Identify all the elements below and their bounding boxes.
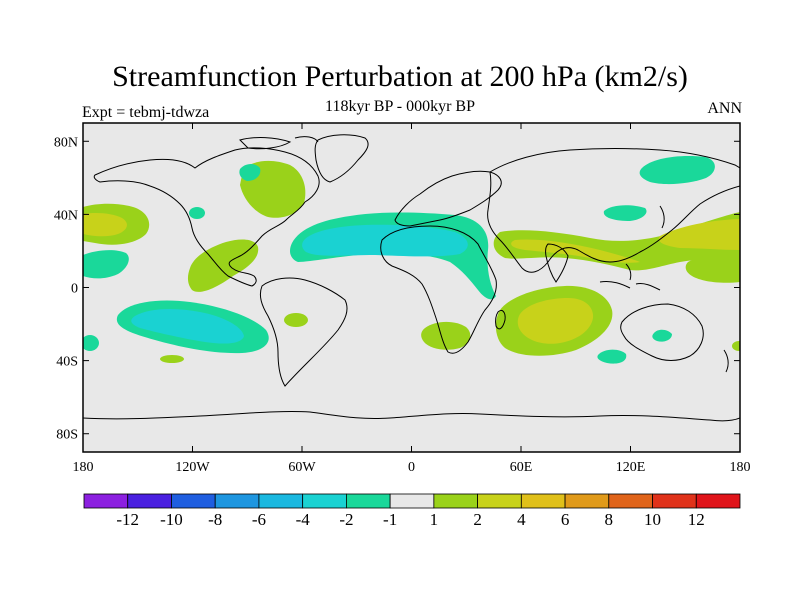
period-label: ANN	[707, 100, 742, 117]
contour-siberia-negative	[639, 156, 715, 185]
coast-europe	[394, 170, 502, 227]
colorbar-label: -10	[160, 510, 183, 529]
coast-se-asia-islands	[599, 263, 661, 291]
colorbar-label: -12	[116, 510, 139, 529]
colorbar-swatch	[83, 493, 129, 509]
contour-asia-positive-core	[511, 239, 640, 263]
map-title: Streamfunction Perturbation at 200 hPa (…	[112, 60, 688, 93]
x-tick-label: 120W	[175, 460, 210, 475]
colorbar-label: -4	[296, 510, 311, 529]
colorbar-swatch	[258, 493, 304, 509]
colorbar-swatch	[214, 493, 260, 509]
x-tick-label: 180	[730, 460, 751, 475]
map-subtitle: 118kyr BP - 000kyr BP	[325, 98, 475, 115]
colorbar-label: 10	[644, 510, 661, 529]
colorbar-swatch	[520, 493, 566, 509]
x-tick-label: 0	[408, 460, 415, 475]
contour-gulf-negative	[239, 163, 261, 181]
colorbar-label: 2	[473, 510, 482, 529]
contour-ne-pacific-negative	[83, 250, 129, 279]
y-tick-label: 80N	[54, 135, 78, 150]
colorbar-label: -6	[252, 510, 266, 529]
colorbar-swatch	[345, 493, 391, 509]
colorbar-swatch	[127, 493, 172, 509]
coast-north-america	[93, 147, 320, 287]
contour-australia-negative	[652, 329, 672, 342]
y-tick-label: 0	[71, 282, 78, 297]
colorbar-label: -8	[208, 510, 222, 529]
colorbar-label: 6	[561, 510, 570, 529]
colorbar-label: 8	[605, 510, 614, 529]
contour-nw-pacific-negative	[603, 205, 647, 221]
y-tick-label: 40N	[54, 208, 78, 223]
contour-s-indian-negative	[597, 349, 627, 364]
colorbar-swatch	[302, 493, 347, 509]
coast-arctic-islands	[239, 136, 319, 150]
colorbar-swatch	[433, 493, 479, 509]
y-tick-label: 80S	[56, 428, 78, 443]
colorbar-swatch	[695, 493, 741, 509]
colorbar-swatch	[477, 493, 522, 509]
contour-s-america-positive	[284, 313, 308, 327]
x-tick-label: 120E	[616, 460, 646, 475]
coastlines	[83, 134, 740, 422]
x-tick-label: 180	[73, 460, 94, 475]
colorbar-label: 1	[430, 510, 439, 529]
colorbar-label: -1	[383, 510, 397, 529]
coast-india	[545, 243, 569, 283]
x-tick-label: 60W	[288, 460, 316, 475]
contour-far-s-pacific-positive	[732, 341, 740, 351]
contour-small-negative-north	[189, 207, 205, 219]
contour-south-pacific-core	[131, 308, 244, 344]
contour-central-america-positive	[187, 239, 259, 292]
coast-asia	[487, 148, 740, 273]
x-tick-label: 60E	[510, 460, 533, 475]
contour-sw-pacific-negative	[83, 335, 99, 351]
coast-madagascar	[495, 309, 506, 330]
contour-tropic-pacific-positive	[685, 252, 740, 283]
coast-antarctica	[83, 410, 740, 422]
y-axis: 80N 40N 0 40S 80S	[54, 135, 740, 443]
colorbar-swatch	[171, 493, 216, 509]
colorbar-label: 12	[688, 510, 705, 529]
contour-asia-positive-band	[493, 212, 740, 271]
colorbar-label: -2	[339, 510, 353, 529]
experiment-label: Expt = tebmj-tdwza	[82, 104, 210, 121]
coast-japan	[659, 205, 665, 229]
y-tick-label: 40S	[56, 355, 78, 370]
contour-s-atlantic-positive	[421, 321, 471, 350]
colorbar-swatch	[608, 493, 653, 509]
contour-fields	[83, 156, 740, 364]
contour-tropical-atlantic-core	[302, 224, 468, 257]
coast-africa	[380, 225, 497, 354]
coast-south-america	[259, 277, 348, 387]
colorbar-swatch	[652, 493, 697, 509]
coast-australia	[620, 303, 704, 361]
contour-w-pacific-positive	[658, 219, 740, 250]
contour-n-pacific-positive-core	[83, 213, 127, 237]
coast-greenland	[314, 134, 369, 183]
contour-indian-ocean-core	[517, 298, 594, 344]
x-axis: 180 120W 60W 0 60E 120E 180	[73, 123, 751, 475]
coast-new-zealand	[723, 349, 729, 373]
colorbar-swatch	[564, 493, 610, 509]
contour-se-pacific-positive	[160, 355, 184, 363]
colorbar-swatch	[389, 493, 435, 509]
colorbar-label: 4	[517, 510, 526, 529]
colorbar: -12 -10 -8 -6 -4 -2 -1 1 2 4 6 8 10 12	[83, 493, 741, 529]
